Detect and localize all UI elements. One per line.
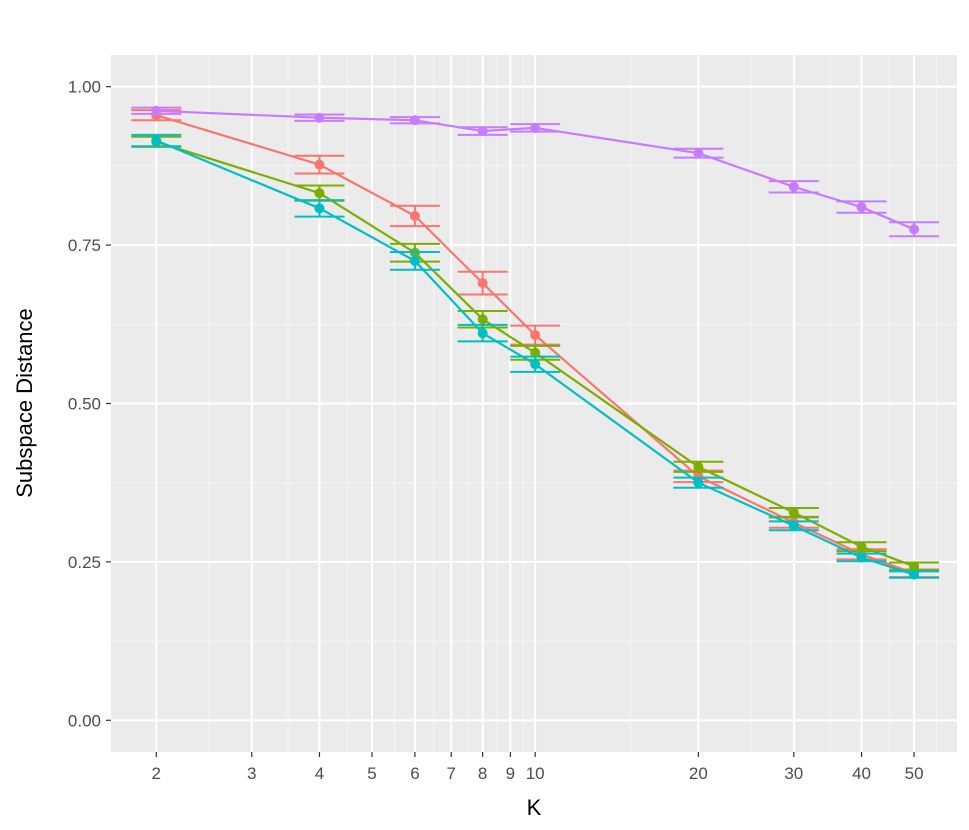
data-point	[477, 278, 488, 289]
data-point	[909, 224, 920, 235]
data-point	[314, 112, 325, 123]
x-tick-label: 30	[784, 764, 803, 783]
data-point	[151, 135, 162, 146]
x-tick-label: 50	[905, 764, 924, 783]
x-tick-label: 4	[315, 764, 324, 783]
data-point	[314, 203, 325, 214]
y-tick-label: 0.25	[68, 553, 101, 572]
data-point	[409, 115, 420, 126]
series-4	[131, 105, 940, 238]
x-axis-title: K	[527, 795, 542, 820]
y-tick-label: 0.00	[68, 711, 101, 730]
data-point	[856, 541, 867, 552]
data-point	[314, 159, 325, 170]
y-axis-title: Subspace Distance	[12, 308, 37, 498]
y-tick-label: 0.50	[68, 395, 101, 414]
series-3	[131, 133, 940, 580]
data-point	[151, 105, 162, 116]
data-point	[693, 148, 704, 159]
major-gridlines	[111, 55, 957, 752]
data-point	[693, 477, 704, 488]
series-1	[131, 109, 940, 579]
data-point	[530, 359, 541, 370]
y-tick-label: 0.75	[68, 236, 101, 255]
data-series	[131, 105, 940, 580]
x-tick-label: 5	[367, 764, 376, 783]
data-point	[788, 181, 799, 192]
data-point	[477, 126, 488, 137]
axis-ticks	[106, 86, 915, 757]
y-tick-label: 1.00	[68, 78, 101, 97]
x-tick-label: 9	[506, 764, 515, 783]
data-point	[856, 202, 867, 213]
data-point	[530, 330, 541, 341]
data-point	[788, 507, 799, 518]
data-point	[477, 314, 488, 325]
data-point	[530, 122, 541, 133]
x-tick-label: 2	[152, 764, 161, 783]
data-point	[693, 461, 704, 472]
data-point	[477, 328, 488, 339]
data-point	[409, 210, 420, 221]
data-point	[314, 188, 325, 199]
data-point	[909, 569, 920, 580]
data-point	[530, 347, 541, 358]
data-point	[856, 552, 867, 563]
x-tick-label: 10	[526, 764, 545, 783]
x-tick-label: 6	[410, 764, 419, 783]
data-point	[909, 561, 920, 572]
data-point	[409, 255, 420, 266]
x-tick-label: 7	[446, 764, 455, 783]
data-point	[788, 520, 799, 531]
x-tick-label: 20	[689, 764, 708, 783]
x-tick-label: 8	[478, 764, 487, 783]
x-tick-label: 40	[852, 764, 871, 783]
tick-labels: 2 3 4 5 6 7 8 9 10 20 30 40 50 0.00 0.25 0.50 0.75 1.00	[68, 78, 924, 783]
x-tick-label: 3	[247, 764, 256, 783]
